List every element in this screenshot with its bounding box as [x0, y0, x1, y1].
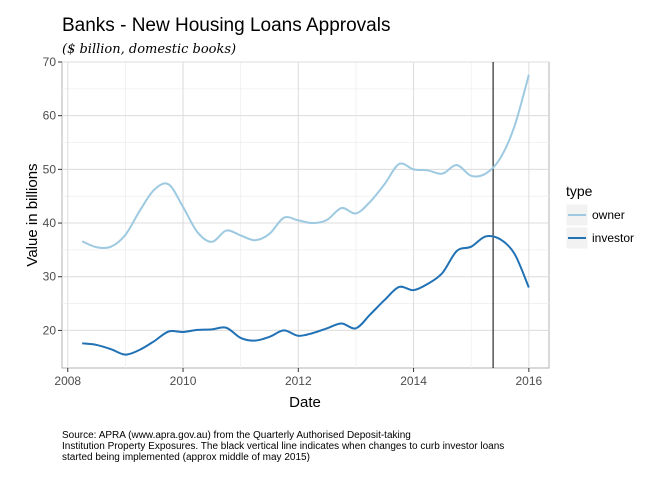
- chart-title: Banks - New Housing Loans Approvals: [62, 15, 391, 36]
- grid-lines: [62, 61, 549, 368]
- legend-label-owner: owner: [592, 208, 625, 222]
- legend-title: type: [566, 183, 593, 199]
- y-axis-ticks: 20 30 40 50 60 70: [43, 55, 62, 337]
- x-axis-ticks: 2008 2010 2012 2014 2016: [54, 368, 542, 388]
- legend-label-investor: investor: [592, 231, 634, 245]
- y-tick-label: 50: [43, 162, 57, 176]
- x-tick-label: 2016: [515, 374, 542, 388]
- series-lines: [81, 74, 530, 356]
- y-tick-label: 60: [43, 109, 57, 123]
- y-tick-label: 20: [43, 323, 57, 337]
- y-tick-label: 40: [43, 216, 57, 230]
- legend: type owner investor: [565, 183, 634, 250]
- y-tick-label: 30: [43, 270, 57, 284]
- legend-item-investor: investor: [565, 226, 634, 250]
- y-tick-label: 70: [43, 55, 57, 69]
- series-line-investor: [82, 234, 530, 356]
- series-line-owner: [81, 74, 530, 250]
- plot-panel: [61, 61, 550, 369]
- x-tick-label: 2012: [285, 374, 312, 388]
- legend-item-owner: owner: [565, 203, 625, 227]
- x-tick-label: 2014: [400, 374, 427, 388]
- x-tick-label: 2010: [170, 374, 197, 388]
- chart-subtitle: ($ billion, domestic books): [62, 42, 237, 57]
- x-tick-label: 2008: [54, 374, 81, 388]
- chart-caption: Source: APRA (www.apra.gov.au) from the …: [62, 430, 505, 463]
- x-axis-title: Date: [289, 394, 321, 411]
- y-axis-title: Value in billions: [24, 163, 41, 266]
